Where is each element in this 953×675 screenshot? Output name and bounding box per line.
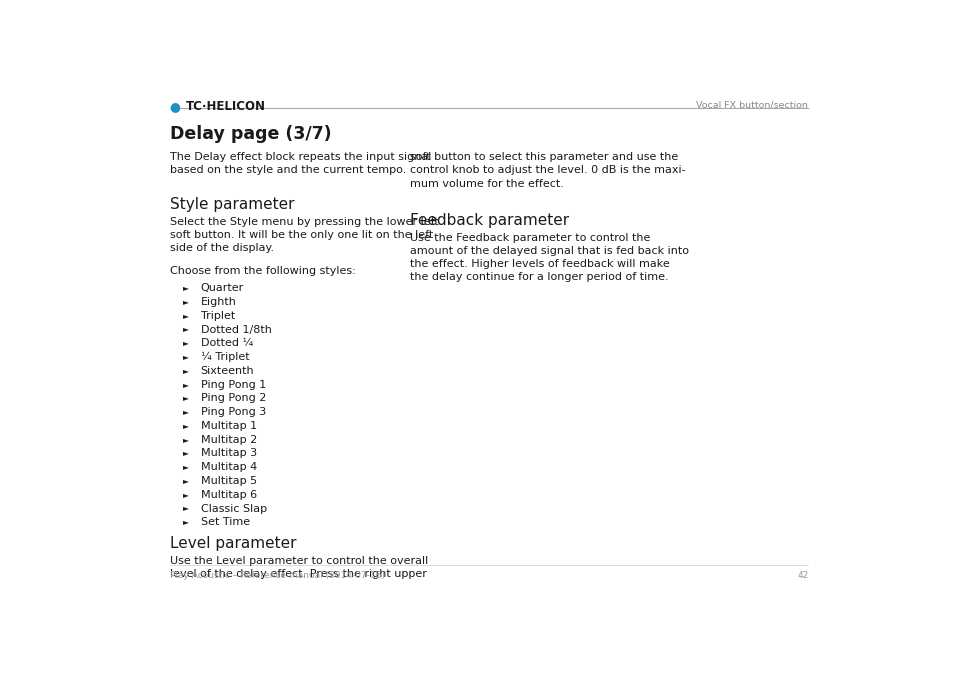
Text: Vocal FX button/section: Vocal FX button/section	[696, 100, 807, 109]
Text: Feedback parameter: Feedback parameter	[410, 213, 568, 227]
Text: amount of the delayed signal that is fed back into: amount of the delayed signal that is fed…	[410, 246, 688, 256]
Text: Multitap 5: Multitap 5	[200, 476, 256, 486]
Text: the effect. Higher levels of feedback will make: the effect. Higher levels of feedback wi…	[410, 259, 669, 269]
Text: control knob to adjust the level. 0 dB is the maxi-: control knob to adjust the level. 0 dB i…	[410, 165, 684, 176]
Text: mum volume for the effect.: mum volume for the effect.	[410, 179, 563, 189]
Text: The Delay effect block repeats the input signal: The Delay effect block repeats the input…	[170, 152, 431, 162]
Text: Multitap 3: Multitap 3	[200, 448, 256, 458]
Text: ►: ►	[183, 407, 189, 416]
Text: Multitap 2: Multitap 2	[200, 435, 256, 445]
Text: ►: ►	[183, 338, 189, 347]
Text: ►: ►	[183, 352, 189, 361]
Text: ►: ►	[183, 517, 189, 526]
Text: Quarter: Quarter	[200, 284, 244, 293]
Text: ►: ►	[183, 325, 189, 333]
Text: Dotted 1/8th: Dotted 1/8th	[200, 325, 272, 335]
Text: Play Acoustic – Reference manual (2014-07-16): Play Acoustic – Reference manual (2014-0…	[170, 570, 384, 580]
Text: ►: ►	[183, 284, 189, 292]
Text: Ping Pong 2: Ping Pong 2	[200, 394, 266, 404]
Text: Set Time: Set Time	[200, 517, 250, 527]
Text: Ping Pong 3: Ping Pong 3	[200, 407, 266, 417]
Text: Eighth: Eighth	[200, 297, 236, 307]
Text: ►: ►	[183, 435, 189, 443]
Text: ►: ►	[183, 448, 189, 458]
Text: Ping Pong 1: Ping Pong 1	[200, 379, 266, 389]
Text: ¼ Triplet: ¼ Triplet	[200, 352, 249, 362]
Text: Dotted ¼: Dotted ¼	[200, 338, 253, 348]
Text: level of the delay effect. Press the right upper: level of the delay effect. Press the rig…	[170, 569, 426, 579]
Text: ►: ►	[183, 379, 189, 389]
Text: ►: ►	[183, 366, 189, 375]
Text: the delay continue for a longer period of time.: the delay continue for a longer period o…	[410, 272, 668, 282]
Text: 42: 42	[797, 570, 807, 580]
Text: side of the display.: side of the display.	[170, 243, 274, 253]
Text: ●: ●	[170, 100, 180, 113]
Text: ►: ►	[183, 421, 189, 430]
Text: Select the Style menu by pressing the lower left: Select the Style menu by pressing the lo…	[170, 217, 437, 227]
Text: Delay page (3/7): Delay page (3/7)	[170, 125, 331, 143]
Text: based on the style and the current tempo.: based on the style and the current tempo…	[170, 165, 405, 176]
Text: soft button. It will be the only one lit on the left: soft button. It will be the only one lit…	[170, 230, 433, 240]
Text: Choose from the following styles:: Choose from the following styles:	[170, 266, 355, 276]
Text: ►: ►	[183, 504, 189, 512]
Text: TC·HELICON: TC·HELICON	[186, 100, 266, 113]
Text: ►: ►	[183, 297, 189, 306]
Text: ►: ►	[183, 490, 189, 499]
Text: soft button to select this parameter and use the: soft button to select this parameter and…	[410, 152, 678, 162]
Text: ►: ►	[183, 476, 189, 485]
Text: Triplet: Triplet	[200, 310, 234, 321]
Text: Level parameter: Level parameter	[170, 537, 295, 551]
Text: Multitap 6: Multitap 6	[200, 490, 256, 500]
Text: Classic Slap: Classic Slap	[200, 504, 267, 514]
Text: ►: ►	[183, 310, 189, 320]
Text: Style parameter: Style parameter	[170, 197, 294, 212]
Text: Multitap 1: Multitap 1	[200, 421, 256, 431]
Text: Sixteenth: Sixteenth	[200, 366, 253, 376]
Text: Use the Feedback parameter to control the: Use the Feedback parameter to control th…	[410, 232, 650, 242]
Text: ►: ►	[183, 394, 189, 402]
Text: ►: ►	[183, 462, 189, 471]
Text: Multitap 4: Multitap 4	[200, 462, 256, 472]
Text: Use the Level parameter to control the overall: Use the Level parameter to control the o…	[170, 556, 427, 566]
